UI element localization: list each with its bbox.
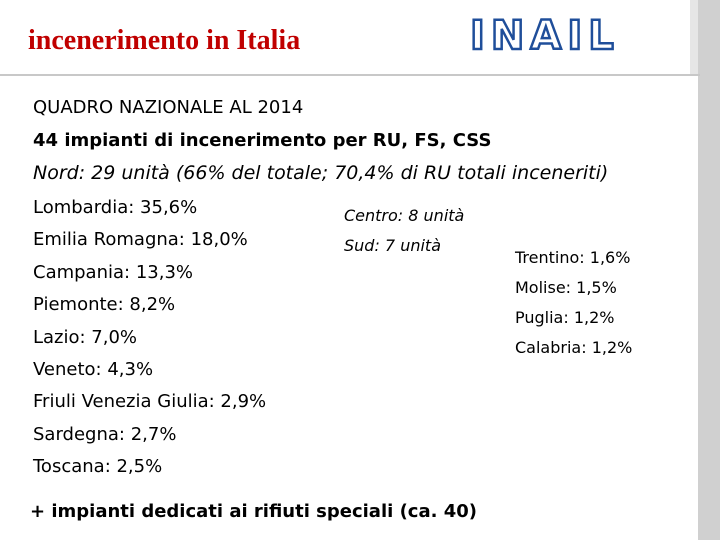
logo: INAIL — [469, 13, 620, 59]
slide-title: incenerimento in Italia — [28, 25, 301, 56]
region-item: Puglia: 1,2% — [515, 308, 615, 327]
area-count: Centro: 8 unità — [344, 206, 465, 225]
intro-line: Nord: 29 unità (66% del totale; 70,4% di… — [33, 162, 609, 184]
region-item: Veneto: 4,3% — [33, 359, 154, 380]
region-item: Molise: 1,5% — [515, 278, 617, 297]
area-count: Sud: 7 unità — [344, 236, 441, 255]
region-item: Campania: 13,3% — [33, 261, 193, 283]
footer-note: + impianti dedicati ai rifiuti speciali … — [30, 501, 477, 522]
intro-line: QUADRO NAZIONALE AL 2014 — [33, 97, 304, 118]
header-rule — [0, 74, 700, 76]
side-frame — [690, 0, 698, 76]
region-item: Piemonte: 8,2% — [33, 294, 176, 316]
intro-line: 44 impianti di incenerimento per RU, FS,… — [33, 130, 492, 151]
region-item: Sardegna: 2,7% — [33, 423, 177, 445]
side-frame — [698, 0, 720, 540]
region-item: Calabria: 1,2% — [515, 338, 633, 357]
region-item: Friuli Venezia Giulia: 2,9% — [33, 391, 267, 413]
region-item: Trentino: 1,6% — [515, 248, 631, 267]
region-item: Emilia Romagna: 18,0% — [33, 229, 248, 251]
region-item: Lombardia: 35,6% — [33, 197, 198, 218]
region-item: Lazio: 7,0% — [33, 326, 138, 348]
region-item: Toscana: 2,5% — [33, 456, 163, 478]
